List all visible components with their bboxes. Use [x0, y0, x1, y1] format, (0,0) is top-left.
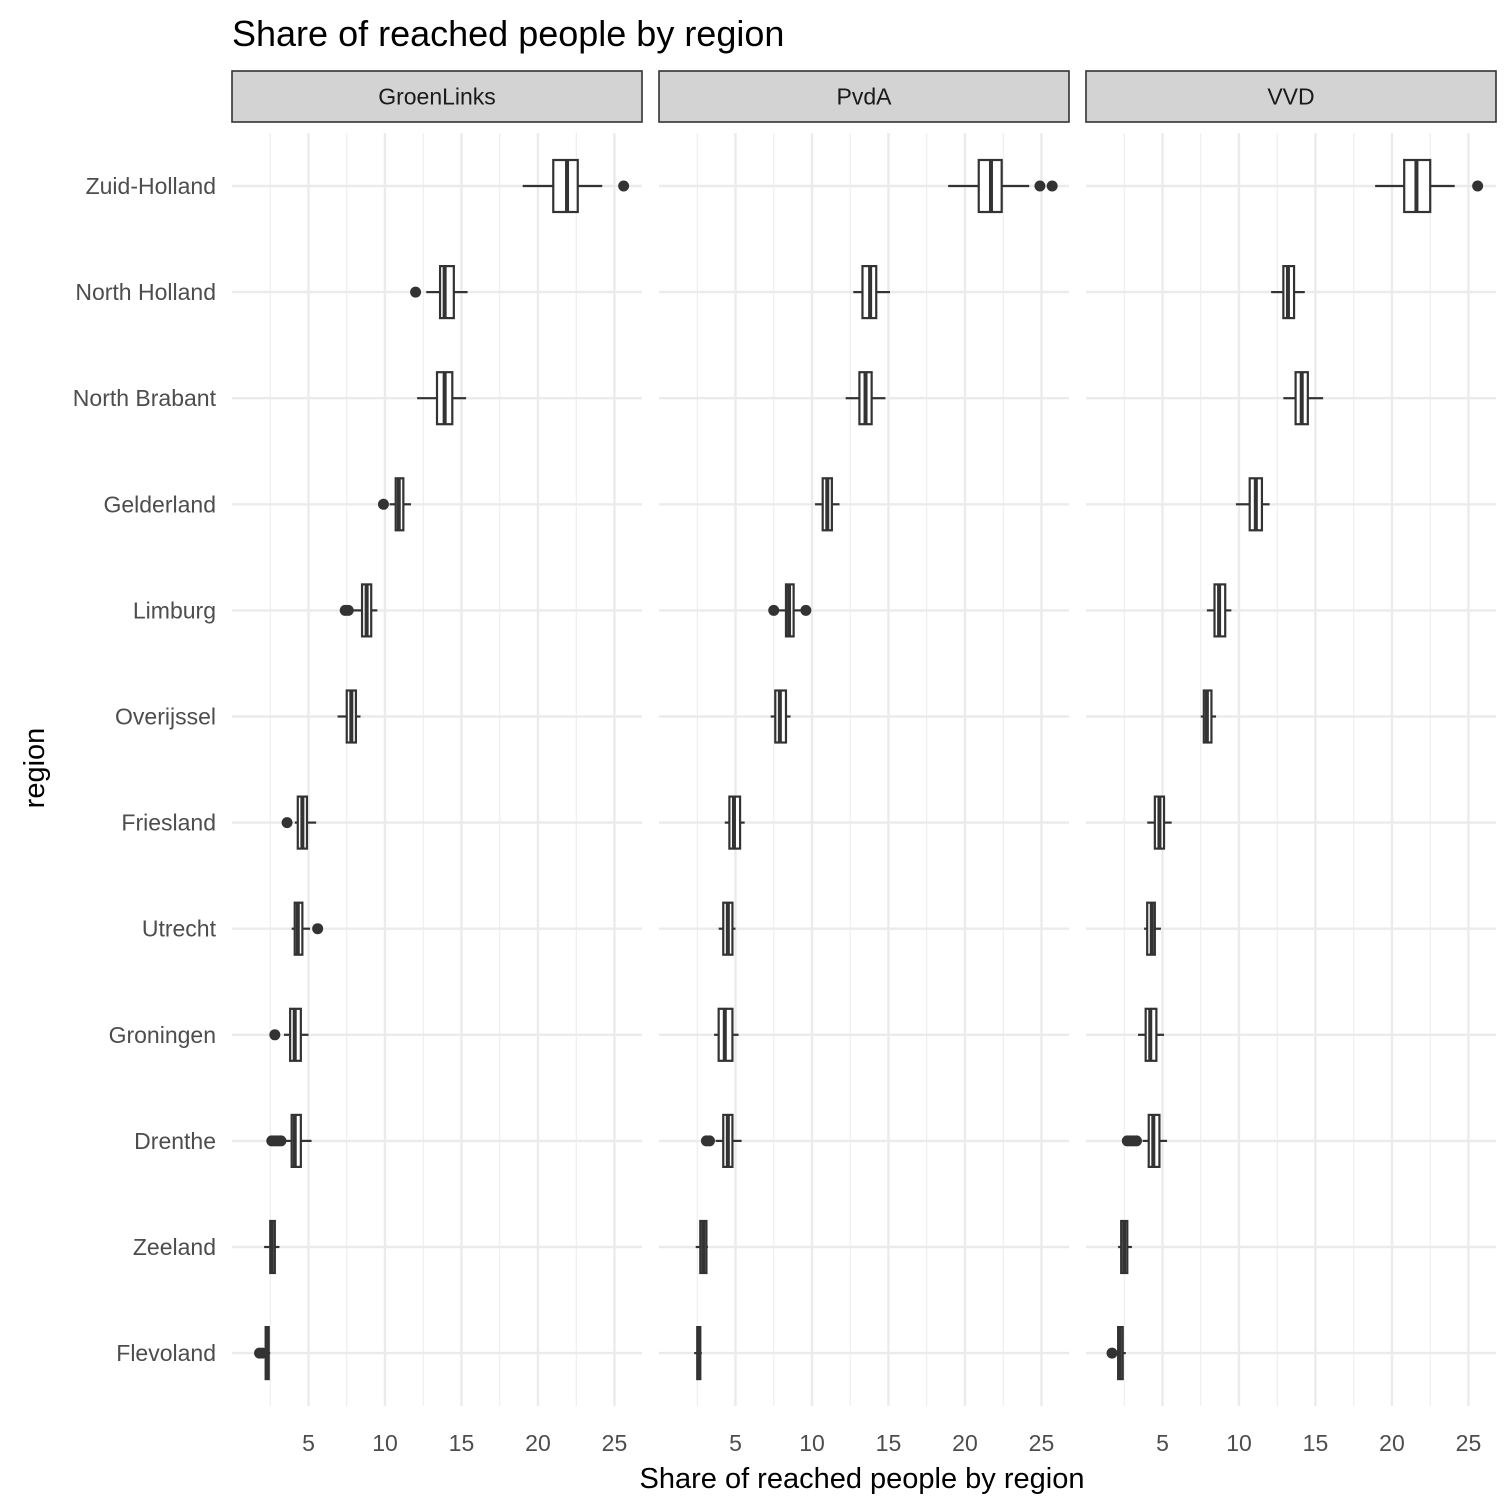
outlier-point	[342, 604, 354, 616]
box-pvda-zuid-holland	[948, 158, 1058, 214]
box-vvd-zeeland	[1118, 1219, 1132, 1275]
outlier-point	[1034, 180, 1046, 192]
box-vvd-flevoland	[1106, 1325, 1126, 1381]
y-tick-label-overijssel: Overijssel	[115, 704, 216, 730]
box-pvda-zeeland	[695, 1219, 708, 1275]
y-tick-label-utrecht: Utrecht	[142, 916, 217, 942]
outlier-point	[1046, 180, 1058, 192]
x-tick-label: 10	[1226, 1430, 1252, 1456]
box-groenlinks-zeeland	[264, 1219, 280, 1275]
y-tick-label-gelderland: Gelderland	[103, 491, 216, 517]
facet-panels: GroenLinks 5 10 15 20 25 PvdA 5 10 15 20 25 VVD 5 10 15…	[231, 70, 1497, 1456]
outlier-point	[275, 1135, 287, 1147]
outlier-point	[281, 817, 293, 829]
y-tick-label-groningen: Groningen	[109, 1022, 216, 1048]
box-vvd-utrecht	[1144, 901, 1161, 956]
facet-panel-vvd: VVD 5 10 15 20 25	[1085, 70, 1497, 1456]
facet-strip	[1085, 70, 1497, 123]
y-tick-label-limburg: Limburg	[133, 597, 216, 623]
box-vvd-friesland	[1147, 795, 1172, 850]
y-tick-label-zeeland: Zeeland	[133, 1234, 216, 1260]
chart-title: Share of reached people by region	[232, 13, 784, 54]
box-pvda-drenthe	[700, 1113, 742, 1169]
box-iqr	[438, 265, 455, 320]
box-groenlinks-flevoland	[254, 1325, 271, 1381]
facet-strip	[658, 70, 1070, 123]
box-vvd-zuid-holland	[1375, 158, 1484, 214]
x-tick-label: 20	[952, 1430, 978, 1456]
y-axis-title: region	[19, 728, 51, 809]
box-pvda-overijssel	[770, 689, 791, 744]
outlier-point	[377, 498, 389, 510]
outlier-point	[1130, 1135, 1142, 1147]
box-groenlinks-north-holland	[410, 265, 468, 320]
box-vvd-limburg	[1206, 583, 1232, 638]
region-axis-labels: Zuid-Holland North Holland North Brabant Ge…	[73, 173, 217, 1366]
y-tick-label-north-brabant: North Brabant	[73, 385, 217, 411]
x-tick-label: 10	[799, 1430, 825, 1456]
outlier-point	[768, 604, 780, 616]
box-pvda-north-holland	[853, 265, 891, 320]
outlier-point	[1106, 1347, 1118, 1359]
box-pvda-gelderland	[815, 477, 840, 532]
facet-strip	[231, 70, 643, 123]
box-groenlinks-drenthe	[266, 1113, 312, 1169]
box-vvd-drenthe	[1121, 1113, 1168, 1169]
box-vvd-north-holland	[1271, 265, 1305, 320]
x-tick-label: 5	[729, 1430, 742, 1456]
facet-panel-pvda: PvdA 5 10 15 20 25	[658, 70, 1070, 1456]
box-pvda-groningen	[714, 1007, 739, 1062]
box-groenlinks-zuid-holland	[522, 158, 630, 214]
box-vvd-north-brabant	[1283, 371, 1324, 426]
facet-strip-label: GroenLinks	[378, 84, 496, 110]
y-tick-label-zuid-holland: Zuid-Holland	[86, 173, 216, 199]
x-tick-label: 5	[1156, 1430, 1169, 1456]
outlier-point	[703, 1135, 715, 1147]
box-pvda-north-brabant	[845, 371, 886, 426]
box-groenlinks-utrecht	[291, 901, 324, 956]
box-groenlinks-limburg	[339, 583, 378, 638]
x-axis-title: Share of reached people by region	[640, 1463, 1085, 1495]
box-groenlinks-overijssel	[337, 689, 361, 744]
x-tick-label: 20	[1379, 1430, 1405, 1456]
facet-strip-label: PvdA	[837, 84, 893, 110]
outlier-point	[800, 604, 812, 616]
y-tick-label-north-holland: North Holland	[75, 279, 216, 305]
y-tick-label-flevoland: Flevoland	[116, 1340, 216, 1366]
outlier-point	[1472, 180, 1484, 192]
outlier-point	[410, 286, 422, 298]
box-groenlinks-north-brabant	[417, 371, 467, 426]
x-tick-label: 5	[302, 1430, 315, 1456]
x-tick-label: 25	[602, 1430, 628, 1456]
box-vvd-gelderland	[1235, 477, 1270, 532]
box-pvda-limburg	[768, 583, 812, 638]
box-pvda-utrecht	[718, 901, 736, 956]
outlier-point	[269, 1029, 281, 1041]
facet-strip-label: VVD	[1267, 84, 1314, 110]
y-tick-label-friesland: Friesland	[121, 810, 216, 836]
outlier-point	[312, 923, 324, 935]
box-groenlinks-friesland	[281, 795, 317, 850]
x-tick-label: 25	[1029, 1430, 1055, 1456]
x-tick-label: 25	[1456, 1430, 1482, 1456]
box-vvd-groningen	[1138, 1007, 1165, 1062]
box-groenlinks-groningen	[269, 1007, 309, 1062]
x-tick-label: 15	[876, 1430, 902, 1456]
y-tick-label-drenthe: Drenthe	[134, 1128, 216, 1154]
box-groenlinks-gelderland	[377, 477, 411, 532]
x-tick-label: 15	[1303, 1430, 1329, 1456]
box-vvd-overijssel	[1200, 689, 1217, 744]
box-pvda-flevoland	[694, 1325, 702, 1381]
x-tick-label: 10	[372, 1430, 398, 1456]
facet-panel-groenlinks: GroenLinks 5 10 15 20 25	[231, 70, 643, 1456]
outlier-point	[257, 1347, 269, 1359]
outlier-point	[618, 180, 630, 192]
x-tick-label: 15	[449, 1430, 475, 1456]
x-tick-label: 20	[525, 1430, 551, 1456]
box-pvda-friesland	[724, 795, 745, 850]
